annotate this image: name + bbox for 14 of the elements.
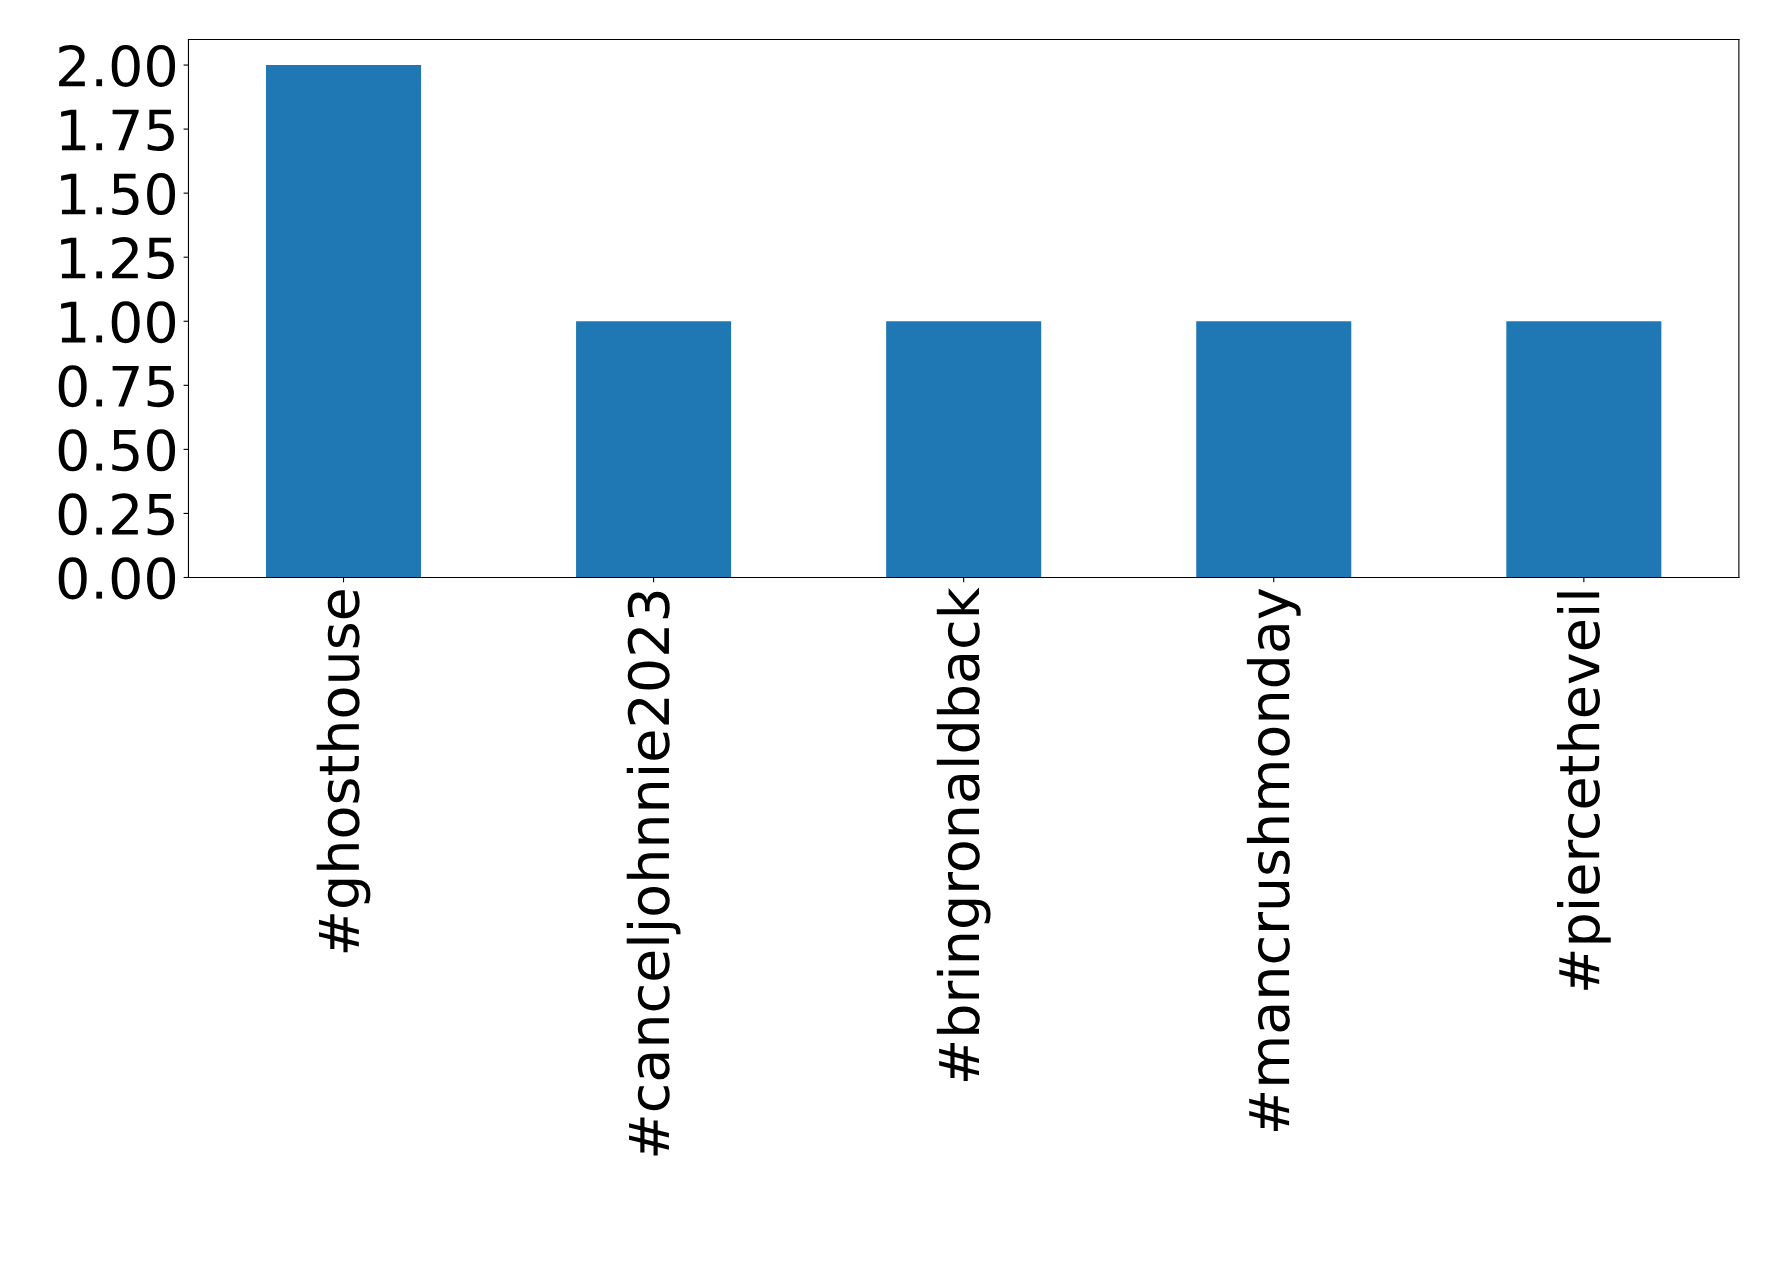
x-tick-label: #mancrushmonday — [1246, 588, 1301, 1132]
y-tick-label: 0.50 — [58, 429, 176, 472]
y-tick-label: 0.75 — [58, 365, 174, 408]
y-tick-label: 1.75 — [61, 109, 174, 151]
x-tick-label: #ghosthouse — [316, 590, 371, 953]
x-tick-label: #bringronaldback — [936, 587, 991, 1082]
y-tick-label: 1.00 — [61, 301, 176, 344]
y-tick-label: 1.50 — [61, 173, 176, 216]
x-tick-label: #canceljohnnie2023 — [626, 591, 681, 1156]
x-tick-label: #piercetheveil — [1556, 592, 1611, 990]
y-tick-label: 0.25 — [58, 493, 174, 536]
y-tick-label: 2.00 — [59, 44, 176, 87]
y-tick-label: 1.25 — [61, 237, 174, 280]
y-tick-label: 0.00 — [58, 557, 176, 600]
